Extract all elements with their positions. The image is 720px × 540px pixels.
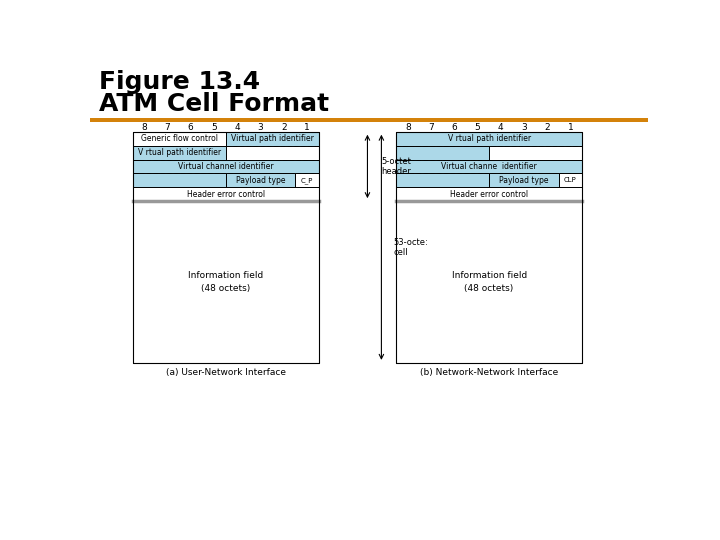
Bar [396, 173, 489, 187]
Text: Virtual channel identifier: Virtual channel identifier [178, 162, 274, 171]
Text: 4: 4 [498, 124, 503, 132]
Text: Figure 13.4: Figure 13.4 [99, 70, 261, 94]
Text: V rtual path identifier: V rtual path identifier [448, 134, 531, 143]
Text: 2: 2 [544, 124, 550, 132]
Text: Virtual path identifier: Virtual path identifier [230, 134, 314, 143]
Text: Payload type: Payload type [499, 176, 549, 185]
Text: Information field: Information field [451, 271, 527, 280]
Bar [396, 187, 582, 201]
Bar [225, 132, 319, 146]
Text: (48 octets): (48 octets) [464, 284, 514, 293]
Text: C_P: C_P [301, 177, 313, 184]
Bar [295, 173, 319, 187]
Text: (a) User-Network Interface: (a) User-Network Interface [166, 368, 286, 376]
Bar [396, 146, 582, 159]
Bar [90, 118, 648, 122]
Text: Payload type: Payload type [235, 176, 285, 185]
Text: 5-octet
header: 5-octet header [382, 157, 411, 176]
Text: (b) Network-Network Interface: (b) Network-Network Interface [420, 368, 558, 376]
Bar [132, 132, 319, 363]
Text: Virtual channe  identifier: Virtual channe identifier [441, 162, 537, 171]
Bar [225, 173, 295, 187]
Bar [396, 146, 489, 159]
Text: V rtual path identifier: V rtual path identifier [138, 148, 221, 157]
Text: 1: 1 [567, 124, 573, 132]
Text: 5: 5 [211, 124, 217, 132]
Bar [132, 173, 319, 187]
Text: 4: 4 [235, 124, 240, 132]
Text: 3: 3 [521, 124, 527, 132]
Text: 53-octe:
cell: 53-octe: cell [394, 238, 428, 257]
Text: Header error control: Header error control [186, 190, 265, 199]
Text: 6: 6 [188, 124, 194, 132]
Bar [396, 173, 582, 187]
Text: 3: 3 [258, 124, 264, 132]
Text: 7: 7 [165, 124, 171, 132]
Bar [132, 146, 225, 159]
Text: 5: 5 [474, 124, 480, 132]
Bar [396, 132, 582, 146]
Text: 2: 2 [281, 124, 287, 132]
Bar [396, 159, 582, 173]
Text: 1: 1 [304, 124, 310, 132]
Text: CLP: CLP [564, 177, 577, 183]
Bar [132, 201, 319, 363]
Bar [132, 132, 225, 146]
Text: 7: 7 [428, 124, 434, 132]
Bar [396, 201, 582, 363]
Text: Generic flow control: Generic flow control [140, 134, 217, 143]
Text: 8: 8 [405, 124, 410, 132]
Bar [489, 173, 559, 187]
Bar [132, 159, 319, 173]
Bar [225, 146, 319, 159]
Text: 6: 6 [451, 124, 457, 132]
Bar [396, 132, 582, 363]
Text: ATM Cell Format: ATM Cell Format [99, 92, 330, 116]
Bar [132, 187, 319, 201]
Text: 8: 8 [141, 124, 147, 132]
Bar [132, 173, 225, 187]
Bar [559, 173, 582, 187]
Text: (48 octets): (48 octets) [201, 284, 251, 293]
Text: Information field: Information field [188, 271, 264, 280]
Text: Header error control: Header error control [450, 190, 528, 199]
